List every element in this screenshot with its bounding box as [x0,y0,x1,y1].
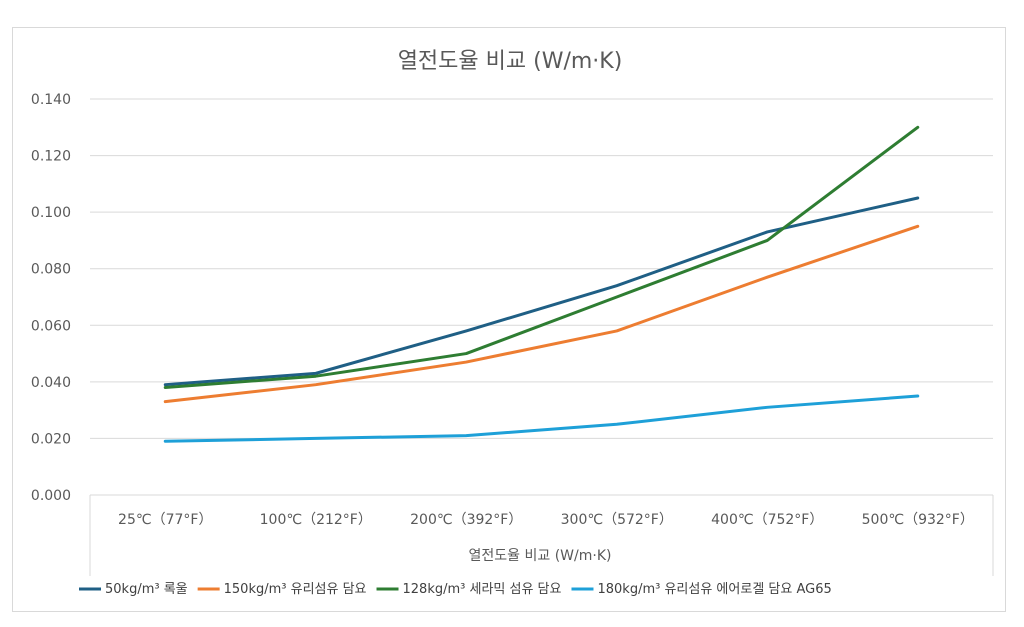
legend-label: 50kg/m³ 록울 [105,582,188,597]
x-tick-label: 25℃（77°F） [118,512,212,528]
legend-label: 150kg/m³ 유리섬유 담요 [224,582,367,597]
y-tick-label: 0.020 [31,431,71,447]
x-tick-label: 400℃（752°F） [711,512,823,528]
x-tick-label: 500℃（932°F） [862,512,974,528]
x-tick-label: 200℃（392°F） [410,512,522,528]
y-tick-label: 0.100 [31,205,71,221]
y-tick-label: 0.040 [31,375,71,391]
chart-frame: 열전도율 비교 (W/m·K) 0.000 0.020 0.040 0.060 0.08… [12,27,1006,612]
gridlines [89,98,994,576]
y-tick-label: 0.140 [31,92,71,108]
line-chart: 열전도율 비교 (W/m·K) 0.000 0.020 0.040 0.060 0.08… [31,49,994,597]
series-line-3 [163,125,920,390]
legend: 50kg/m³ 록울 150kg/m³ 유리섬유 담요 128kg/m³ 세라믹 섬… [79,582,832,597]
y-tick-label: 0.000 [31,488,71,504]
y-axis-ticks: 0.000 0.020 0.040 0.060 0.080 0.100 0.120 0.140 [31,92,71,504]
series-line-2 [163,224,920,404]
y-tick-label: 0.080 [31,262,71,278]
legend-label: 128kg/m³ 세라믹 섬유 담요 [403,582,562,597]
series-lines [163,125,920,443]
legend-label: 180kg/m³ 유리섬유 에어로겔 담요 AG65 [597,582,831,597]
series-line-4 [163,394,920,443]
series-line-1 [163,196,920,387]
x-tick-label: 300℃（572°F） [561,512,673,528]
x-axis-ticks: 25℃（77°F） 100℃（212°F） 200℃（392°F） 300℃（572°… [118,512,974,528]
x-tick-label: 100℃（212°F） [260,512,372,528]
x-axis-title: 열전도율 비교 (W/m·K) [469,548,612,564]
y-tick-label: 0.060 [31,318,71,334]
y-tick-label: 0.120 [31,149,71,165]
chart-title: 열전도율 비교 (W/m·K) [398,49,623,74]
